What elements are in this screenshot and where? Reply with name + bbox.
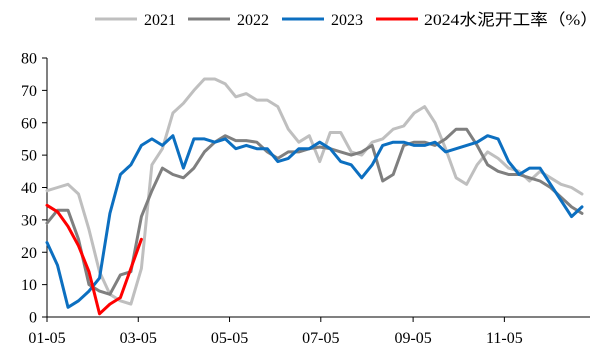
y-tick-label: 30 [21, 212, 37, 229]
y-tick-label: 40 [21, 180, 37, 197]
legend-item-2022: 2022 [188, 12, 269, 29]
x-tick-label: 09-05 [394, 330, 431, 347]
x-tick-label: 05-05 [211, 330, 248, 347]
y-tick-label: 0 [29, 310, 37, 327]
x-tick-label: 03-05 [120, 330, 157, 347]
y-ticks: 0 10 20 30 40 50 60 70 80 [21, 51, 47, 327]
series-line-2021 [45, 77, 584, 306]
legend-item-2023: 2023 [282, 12, 363, 29]
legend: 2021 2022 2023 2024水泥开工率（%） [95, 11, 598, 29]
series-line-2023 [45, 134, 584, 309]
legend-item-2021: 2021 [95, 12, 176, 29]
y-tick-label: 10 [21, 277, 37, 294]
x-ticks: 01-05 03-05 05-05 07-05 09-05 11-05 [28, 317, 523, 347]
x-tick-label: 01-05 [28, 330, 65, 347]
y-tick-label: 80 [21, 51, 37, 68]
series-line-2024 [45, 203, 143, 316]
y-tick-label: 60 [21, 115, 37, 132]
x-tick-label: 07-05 [302, 330, 339, 347]
legend-item-2024: 2024水泥开工率（%） [376, 11, 598, 29]
plot-series [45, 77, 584, 316]
legend-label-2024: 2024水泥开工率（%） [424, 11, 598, 29]
legend-label-2022: 2022 [237, 12, 269, 29]
y-tick-label: 50 [21, 148, 37, 165]
y-tick-label: 70 [21, 83, 37, 100]
y-tick-label: 20 [21, 245, 37, 262]
x-tick-label: 11-05 [486, 330, 523, 347]
series-line-2022 [45, 127, 584, 296]
legend-label-2023: 2023 [331, 12, 363, 29]
legend-label-2021: 2021 [144, 12, 176, 29]
